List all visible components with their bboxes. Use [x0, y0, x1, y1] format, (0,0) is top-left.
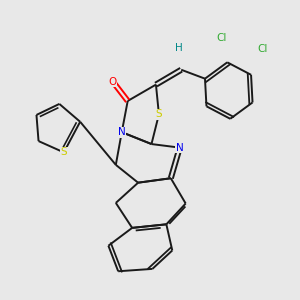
- Text: N: N: [176, 142, 184, 153]
- Text: H: H: [175, 44, 183, 53]
- Text: S: S: [156, 109, 162, 119]
- Text: Cl: Cl: [257, 44, 268, 54]
- Text: S: S: [61, 147, 67, 158]
- Text: Cl: Cl: [216, 33, 226, 43]
- Text: O: O: [109, 76, 117, 87]
- Text: N: N: [118, 127, 126, 137]
